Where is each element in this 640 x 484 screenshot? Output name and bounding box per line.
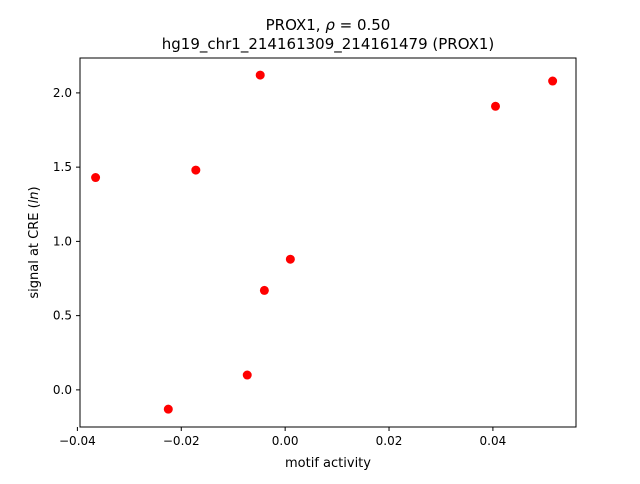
data-point-6	[285, 254, 295, 264]
data-point-2	[191, 165, 201, 175]
ticks-layer: −0.04 −0.02 0.00 0.02 0.04 0.0 0.5 1.0 1.5 2.0	[53, 86, 506, 448]
data-point-0	[91, 173, 101, 183]
points-layer	[91, 70, 558, 414]
chart-title-rho: ρ	[325, 16, 335, 34]
chart-title-suffix: = 0.50	[335, 16, 391, 34]
data-point-5	[259, 285, 269, 295]
y-tick-label-1: 0.5	[53, 309, 72, 323]
data-point-7	[491, 101, 500, 111]
x-tick-label-2: 0.00	[272, 434, 299, 448]
x-tick-label-0: −0.04	[59, 434, 96, 448]
x-tick-label-1: −0.02	[163, 434, 200, 448]
chart-title-line1: PROX1, ρ = 0.50	[266, 16, 391, 34]
y-axis-label-suffix: )	[27, 186, 42, 191]
data-point-1	[163, 404, 173, 414]
plot-frame	[79, 57, 577, 428]
y-axis-label-italic: ln	[27, 191, 42, 203]
x-tick-label-4: 0.04	[480, 434, 507, 448]
y-tick-label-2: 1.0	[53, 234, 72, 248]
y-tick-label-3: 1.5	[53, 160, 72, 174]
chart-title-line2: hg19_chr1_214161309_214161479 (PROX1)	[162, 35, 494, 54]
y-axis-label: signal at CRE (ln)	[27, 186, 42, 298]
y-tick-label-0: 0.0	[53, 383, 72, 397]
y-axis-label-prefix: signal at CRE (	[27, 203, 42, 298]
data-point-3	[242, 370, 252, 380]
data-point-4	[255, 70, 265, 80]
chart-title-prefix: PROX1,	[266, 16, 326, 34]
y-tick-label-4: 2.0	[53, 86, 72, 100]
x-tick-label-3: 0.02	[376, 434, 403, 448]
x-axis-label: motif activity	[285, 456, 371, 471]
data-point-8	[548, 76, 558, 86]
